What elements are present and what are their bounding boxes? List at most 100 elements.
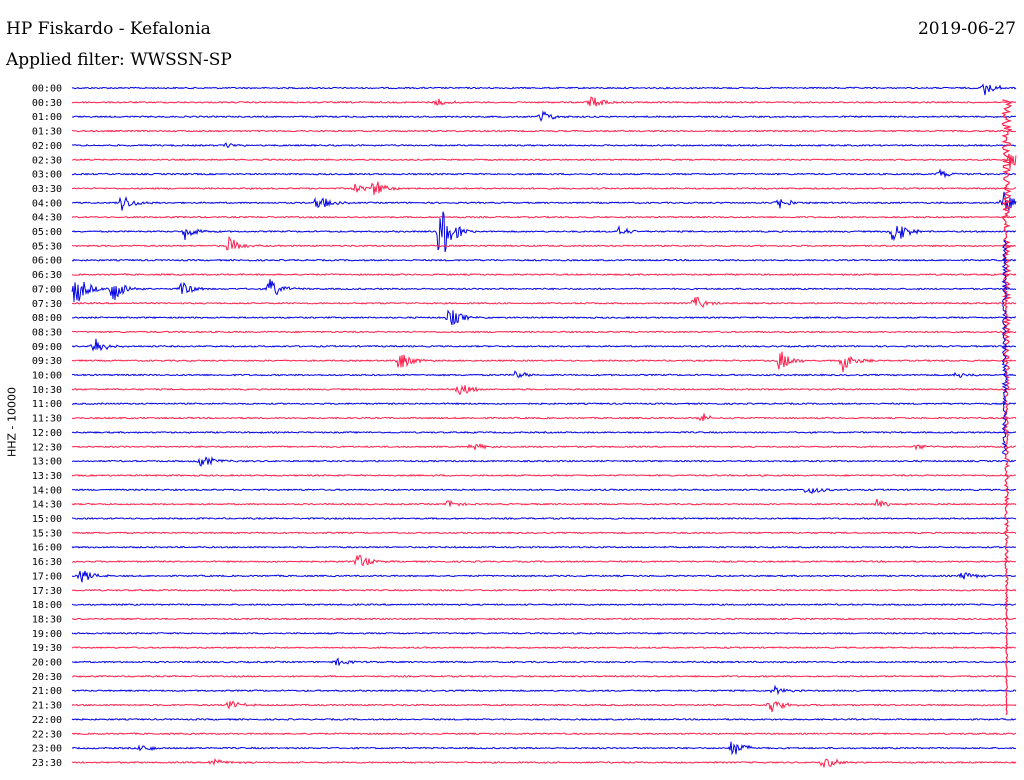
- trace-row: [71, 498, 1017, 507]
- trace-row: [71, 168, 1017, 179]
- row-label: 05:30: [32, 241, 62, 252]
- row-label: 12:00: [32, 428, 62, 439]
- chart-date: 2019-06-27: [917, 19, 1016, 39]
- row-label: 18:30: [32, 614, 62, 625]
- trace-row: [72, 129, 1017, 133]
- row-label: 19:30: [32, 643, 62, 654]
- row-label: 04:00: [32, 198, 62, 209]
- row-label: 18:00: [32, 600, 62, 611]
- row-label: 06:30: [32, 270, 62, 281]
- trace-row: [71, 402, 1017, 406]
- row-label: 15:00: [32, 514, 62, 525]
- row-label: 02:30: [32, 155, 62, 166]
- row-label: 08:30: [32, 327, 62, 338]
- trace-row: [71, 717, 1017, 721]
- row-label: 11:00: [32, 399, 62, 410]
- trace-row: [71, 554, 1017, 567]
- trace-row: [71, 516, 1017, 520]
- row-label: 22:30: [32, 729, 62, 740]
- trace-row: [71, 631, 1017, 635]
- row-label: 12:30: [32, 442, 62, 453]
- trace-row: [71, 215, 1017, 219]
- trace-row: [71, 330, 1017, 334]
- row-label: 09:30: [32, 356, 62, 367]
- row-label: 19:00: [32, 629, 62, 640]
- row-label: 01:30: [32, 127, 62, 138]
- row-label: 14:00: [32, 485, 62, 496]
- trace-row: [71, 531, 1017, 535]
- trace-row: [71, 153, 1017, 170]
- row-label: 10:30: [32, 385, 62, 396]
- row-label: 07:30: [32, 299, 62, 310]
- trace-row: [71, 110, 1017, 122]
- trace-row: [71, 603, 1017, 607]
- row-label: 03:00: [32, 170, 62, 181]
- row-label: 20:00: [32, 658, 62, 669]
- trace-row: [71, 370, 1017, 378]
- row-label: 22:00: [32, 715, 62, 726]
- row-label: 15:30: [32, 528, 62, 539]
- trace-row: [71, 588, 1017, 592]
- trace-row: [71, 545, 1017, 549]
- row-label: 23:30: [32, 758, 62, 769]
- trace-row: [71, 351, 1017, 372]
- row-label: 21:00: [32, 686, 62, 697]
- row-label: 08:00: [32, 313, 62, 324]
- trace-row: [71, 473, 1017, 477]
- trace-row: [71, 487, 1017, 495]
- trace-row: [71, 191, 1017, 212]
- station-title: HP Fiskardo - Kefalonia: [6, 19, 211, 39]
- row-label: 05:00: [32, 227, 62, 238]
- trace-row: [71, 309, 1017, 326]
- row-label: 17:30: [32, 586, 62, 597]
- row-label: 16:00: [32, 543, 62, 554]
- row-label: 07:00: [32, 284, 62, 295]
- trace-row: [71, 456, 1017, 467]
- row-label: 09:00: [32, 342, 62, 353]
- row-label: 02:00: [32, 141, 62, 152]
- trace-row: [71, 273, 1017, 277]
- trace-row: [71, 413, 1017, 422]
- trace-row: [71, 181, 1016, 195]
- row-label: 17:00: [32, 571, 62, 582]
- trace-row: [71, 758, 1017, 768]
- row-label: 11:30: [32, 414, 62, 425]
- trace-row: [71, 684, 1017, 696]
- trace-row: [71, 235, 1017, 251]
- trace-row: [71, 674, 1016, 678]
- row-label: 00:00: [32, 84, 62, 95]
- trace-row: [71, 96, 1017, 107]
- trace-row: [71, 211, 1017, 253]
- row-label: 23:00: [32, 744, 62, 755]
- row-label: 13:30: [32, 471, 62, 482]
- trace-row: [71, 83, 1017, 96]
- trace-row: [71, 279, 1017, 302]
- row-label: 01:00: [32, 112, 62, 123]
- trace-row: [71, 384, 1017, 396]
- trace-row: [72, 296, 1017, 309]
- large-event-trace-blue: [1001, 239, 1008, 455]
- trace-row: [71, 657, 1017, 666]
- row-label: 13:00: [32, 457, 62, 468]
- trace-row: [71, 142, 1017, 149]
- trace-row: [71, 570, 1017, 583]
- trace-row: [71, 338, 1016, 352]
- filter-label: Applied filter: WWSSN-SP: [6, 50, 232, 70]
- row-label: 16:30: [32, 557, 62, 568]
- trace-row: [71, 443, 1017, 451]
- row-label: 21:30: [32, 701, 62, 712]
- trace-row: [71, 700, 1017, 713]
- trace-row: [71, 258, 1017, 262]
- trace-row: [71, 617, 1017, 621]
- row-label: 20:30: [32, 672, 62, 683]
- trace-row: [71, 646, 1017, 650]
- row-label: 04:30: [32, 213, 62, 224]
- row-label: 10:00: [32, 371, 62, 382]
- row-label: 06:00: [32, 256, 62, 267]
- row-label: 14:30: [32, 500, 62, 511]
- trace-row: [71, 430, 1017, 434]
- trace-row: [71, 741, 1017, 756]
- large-event-trace: [1001, 99, 1013, 716]
- row-label: 00:30: [32, 98, 62, 109]
